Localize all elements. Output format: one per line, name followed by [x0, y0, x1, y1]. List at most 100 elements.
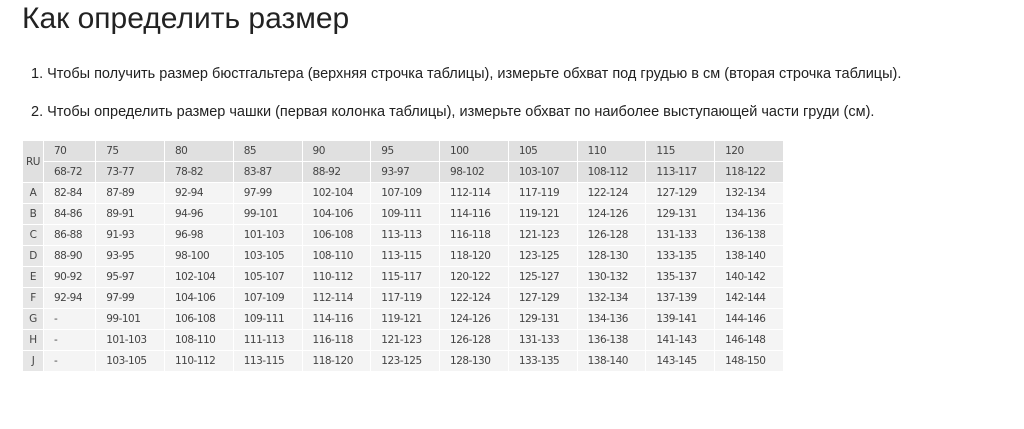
bust-range-cell: 97-99 [232, 182, 303, 204]
bust-range-cell: 138-140 [714, 245, 784, 267]
table-row: E 90-92 95-97 102-104 105-107 110-112 115-117 1… [22, 266, 784, 288]
bust-range-cell: 88-90 [42, 245, 97, 267]
bust-range-cell: 126-128 [439, 329, 509, 351]
bust-range-cell: 127-129 [507, 287, 578, 309]
bust-range-cell: 141-143 [645, 329, 716, 351]
bust-range-cell: 106-108 [163, 308, 234, 330]
cup-label: J [22, 350, 44, 372]
bust-range-cell: 148-150 [714, 350, 784, 372]
bust-range-cell: 92-94 [163, 182, 234, 204]
table-row: H -101-103 108-110 111-113 116-118 121-123 126… [22, 329, 784, 351]
bust-range-cell: 131-133 [645, 224, 716, 246]
bust-range-cell: 91-93 [95, 224, 165, 246]
bust-range-cell: 146-148 [714, 329, 784, 351]
bust-range-cell: 89-91 [95, 203, 165, 225]
bust-range-cell: 127-129 [645, 182, 716, 204]
bust-range-cell: 107-109 [370, 182, 441, 204]
bust-range-cell: 118-120 [439, 245, 509, 267]
bust-range-cell: 126-128 [576, 224, 647, 246]
bust-range-cell: 120-122 [439, 266, 509, 288]
band-size-header: 95 [370, 140, 441, 162]
bust-range-cell: 104-106 [301, 203, 372, 225]
bust-range-cell: 97-99 [95, 287, 165, 309]
bust-range-cell: 143-145 [645, 350, 716, 372]
bust-range-cell: 115-117 [370, 266, 441, 288]
bust-range-cell: 92-94 [42, 287, 97, 309]
bust-range-cell: 95-97 [95, 266, 165, 288]
underbust-range-header: 93-97 [370, 161, 441, 183]
bust-range-cell: 135-137 [645, 266, 716, 288]
instruction-step-2: 2. Чтобы определить размер чашки (первая… [31, 104, 875, 120]
bust-range-cell: 99-101 [95, 308, 165, 330]
table-row: G -99-101 106-108 109-111 114-116 119-121 124-… [22, 308, 784, 330]
bust-range-cell: 133-135 [645, 245, 716, 267]
bust-range-cell: 122-124 [439, 287, 509, 309]
bust-range-cell: 90-92 [42, 266, 97, 288]
bust-range-cell: 142-144 [714, 287, 784, 309]
bust-range-cell: 96-98 [163, 224, 234, 246]
bust-range-cell: 109-111 [370, 203, 441, 225]
underbust-range-header: 113-117 [645, 161, 716, 183]
bust-range-cell: 101-103 [232, 224, 303, 246]
bust-range-cell: 124-126 [576, 203, 647, 225]
cup-label: B [22, 203, 44, 225]
bust-range-cell: 110-112 [301, 266, 372, 288]
bust-range-cell: 99-101 [232, 203, 303, 225]
bust-range-cell: 134-136 [714, 203, 784, 225]
bust-range-cell: 108-110 [163, 329, 234, 351]
bust-range-cell: 139-141 [645, 308, 716, 330]
cup-label: A [22, 182, 44, 204]
underbust-range-header: 118-122 [714, 161, 784, 183]
table-row: J -103-105 110-112 113-115 118-120 123-125 128… [22, 350, 784, 372]
bust-range-cell: 129-131 [507, 308, 578, 330]
bust-range-cell: 112-114 [301, 287, 372, 309]
bust-range-cell: 109-111 [232, 308, 303, 330]
bust-range-cell: 117-119 [507, 182, 578, 204]
bust-range-cell: 105-107 [232, 266, 303, 288]
bust-range-cell: 108-110 [301, 245, 372, 267]
bust-range-cell: 119-121 [507, 203, 578, 225]
table-row: A 82-84 87-89 92-94 97-99 102-104 107-109 112-1… [22, 182, 784, 204]
bust-range-cell: 94-96 [163, 203, 234, 225]
bust-range-cell: 113-115 [370, 245, 441, 267]
bust-range-cell: 138-140 [576, 350, 647, 372]
corner-label-ru: RU [22, 140, 44, 183]
bust-range-cell: 129-131 [645, 203, 716, 225]
bust-range-cell: 106-108 [301, 224, 372, 246]
bust-range-cell: 111-113 [232, 329, 303, 351]
bust-range-cell: - [42, 350, 97, 372]
bust-range-cell: 131-133 [507, 329, 578, 351]
table-row: D 88-90 93-95 98-100 103-105 108-110 113-115 11… [22, 245, 784, 267]
bust-range-cell: 122-124 [576, 182, 647, 204]
bust-range-cell: 102-104 [301, 182, 372, 204]
bust-range-cell: 119-121 [370, 308, 441, 330]
bust-range-cell: 93-95 [95, 245, 165, 267]
page-title: Как определить размер [22, 2, 350, 35]
bust-range-cell: 137-139 [645, 287, 716, 309]
bust-range-cell: 132-134 [576, 287, 647, 309]
band-size-header: 80 [163, 140, 234, 162]
underbust-range-header: 88-92 [301, 161, 372, 183]
table-row: C 86-88 91-93 96-98 101-103 106-108 113-113 116… [22, 224, 784, 246]
underbust-range-header: 73-77 [95, 161, 165, 183]
bust-range-cell: 86-88 [42, 224, 97, 246]
bust-range-cell: 102-104 [163, 266, 234, 288]
band-size-header: 85 [232, 140, 303, 162]
bust-range-cell: 112-114 [439, 182, 509, 204]
bust-range-cell: 124-126 [439, 308, 509, 330]
band-size-header: 120 [714, 140, 784, 162]
cup-label: G [22, 308, 44, 330]
bust-range-cell: 107-109 [232, 287, 303, 309]
bust-range-cell: 117-119 [370, 287, 441, 309]
bust-range-cell: 87-89 [95, 182, 165, 204]
bust-range-cell: 104-106 [163, 287, 234, 309]
cup-label: D [22, 245, 44, 267]
bust-range-cell: 118-120 [301, 350, 372, 372]
table-row: F 92-94 97-99 104-106 107-109 112-114 117-119 1… [22, 287, 784, 309]
bust-range-cell: 113-113 [370, 224, 441, 246]
bust-range-cell: 114-116 [301, 308, 372, 330]
bust-range-cell: 140-142 [714, 266, 784, 288]
bust-range-cell: 121-123 [507, 224, 578, 246]
bust-range-cell: 121-123 [370, 329, 441, 351]
header-row-band-size: RU 70 75 80 85 90 95 100 105 110 115 120 [22, 140, 784, 183]
